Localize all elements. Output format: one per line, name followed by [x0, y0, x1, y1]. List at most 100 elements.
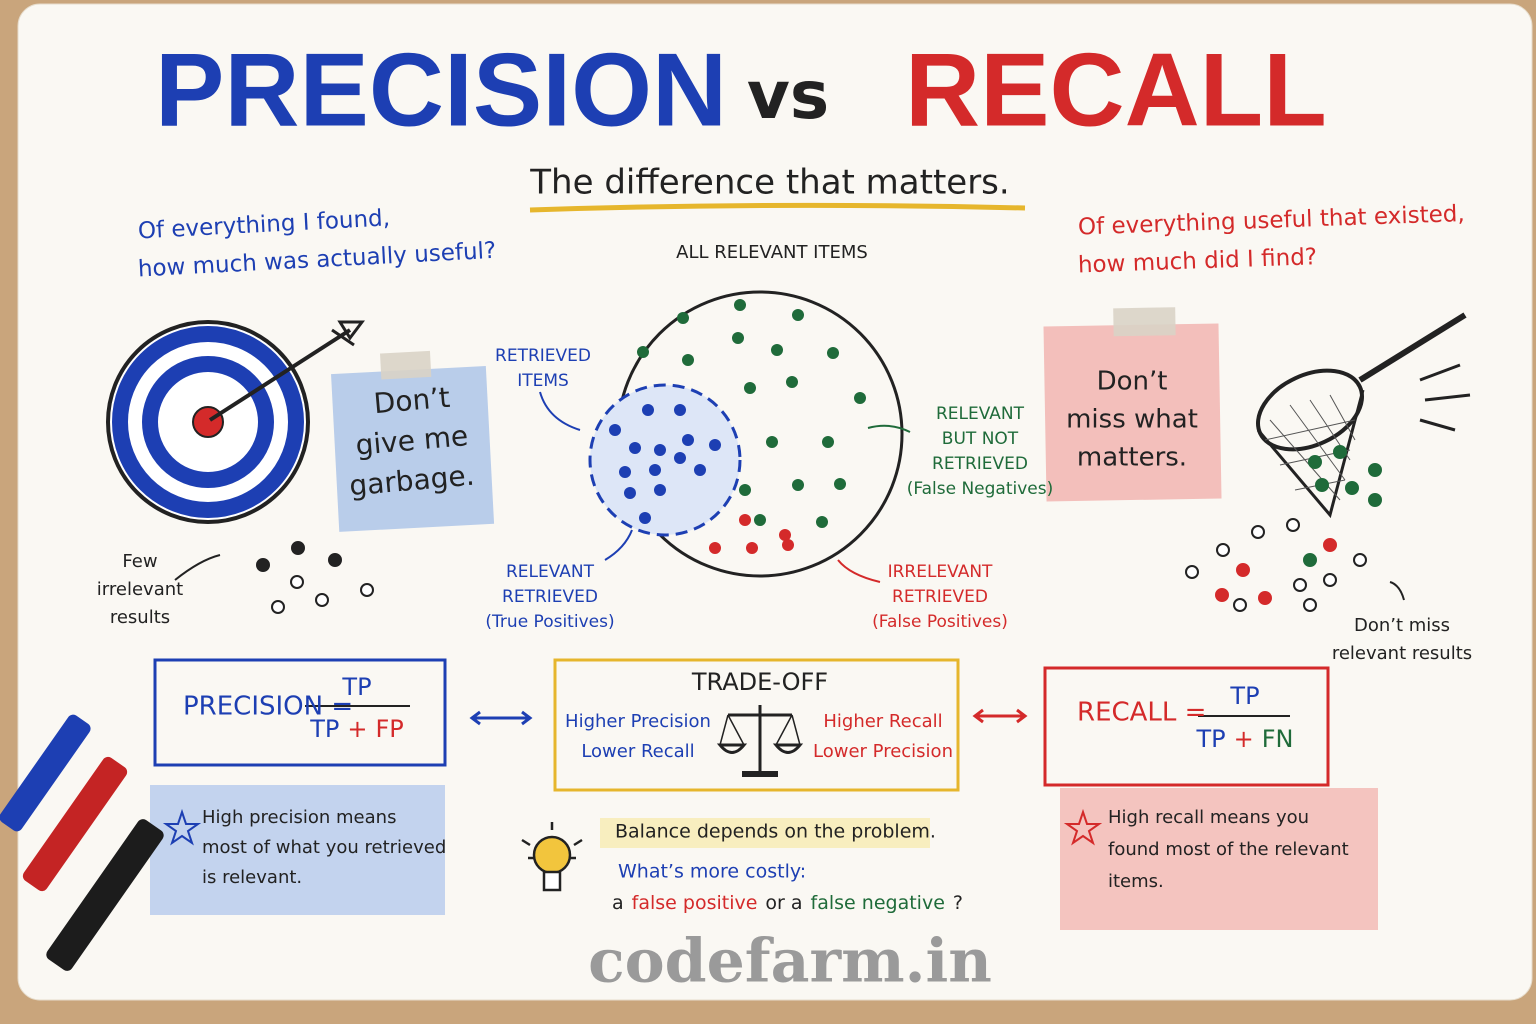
caption: relevant results [1332, 643, 1472, 664]
balance-text: Balance depends on the problem. [615, 821, 936, 843]
item-dot [1345, 481, 1359, 495]
note-blue [150, 785, 445, 915]
item-dot [1333, 445, 1347, 459]
item-dot [1251, 525, 1265, 539]
markers [0, 714, 164, 971]
text-part: + [1234, 725, 1254, 753]
note-text: items. [1108, 871, 1164, 892]
item-dot [624, 487, 636, 499]
text-part: + [347, 715, 367, 743]
item-dot [739, 514, 751, 526]
diagram-label: RETRIEVED [495, 346, 591, 366]
diagram-label: RELEVANT [936, 404, 1025, 424]
item-dot [744, 382, 756, 394]
item-dot [1303, 598, 1317, 612]
item-dot [1368, 493, 1382, 507]
item-dot [639, 512, 651, 524]
item-dot [629, 442, 641, 454]
item-dot [1185, 565, 1199, 579]
caption: results [110, 607, 170, 628]
item-dot [1236, 563, 1250, 577]
title: vs [747, 57, 829, 134]
item-dot [1233, 598, 1247, 612]
item-dot [619, 466, 631, 478]
text-part: FP [375, 715, 403, 743]
item-dot [1286, 518, 1300, 532]
item-dot [315, 593, 329, 607]
item-dot [709, 439, 721, 451]
item-dot [786, 376, 798, 388]
diagram-title: ALL RELEVANT ITEMS [676, 242, 868, 263]
item-dot [674, 452, 686, 464]
balance-text: a false positive or a false negative? [612, 892, 963, 914]
item-dot [1293, 578, 1307, 592]
trade-off-text: Lower Recall [581, 741, 694, 762]
arrow [604, 529, 633, 561]
item-dot [739, 484, 751, 496]
item-dot [834, 478, 846, 490]
subtitle: The difference that matters. [529, 163, 1009, 203]
item-dot [771, 344, 783, 356]
item-dot [654, 484, 666, 496]
sticky-text: miss what [1066, 405, 1198, 435]
diagram-label: (True Positives) [485, 612, 614, 632]
item-dot [792, 309, 804, 321]
item-dot [682, 434, 694, 446]
item-dot [256, 558, 270, 572]
arrow [469, 710, 533, 726]
arrow [174, 554, 221, 581]
item-dot [1368, 463, 1382, 477]
sticky-note-pink [1043, 307, 1222, 502]
text-part: FN [1262, 725, 1294, 753]
item-dot [1323, 573, 1337, 587]
sticky-note-blue [331, 350, 495, 532]
star [162, 808, 202, 846]
recall-box [1043, 666, 1330, 787]
underline [529, 202, 1026, 213]
text-part: or a [765, 892, 802, 914]
diagram-label: RETRIEVED [932, 454, 1028, 474]
note-text: High recall means you [1108, 807, 1309, 828]
item-dot [746, 542, 758, 554]
arrow [539, 391, 581, 431]
formula-term: TP [1229, 682, 1259, 710]
caption: Few [122, 551, 157, 572]
item-dot [779, 529, 791, 541]
diagram-label: (False Negatives) [907, 479, 1054, 499]
note-pink [1060, 788, 1378, 930]
retrieved-circle [588, 383, 742, 537]
sticky-text: Don’t [372, 381, 451, 421]
note-text: is relevant. [202, 867, 302, 888]
note-text: High precision means [202, 807, 396, 828]
diagram-label: (False Positives) [872, 612, 1008, 632]
caption: Don’t miss [1354, 615, 1450, 636]
trade-off-text: Higher Recall [823, 711, 942, 732]
trade-off-text: Higher Precision [565, 711, 711, 732]
item-dot [694, 464, 706, 476]
sticky-text: matters. [1077, 443, 1187, 473]
arrow [867, 424, 911, 433]
diagram-label: RETRIEVED [502, 587, 598, 607]
item-dot [754, 514, 766, 526]
item-dot [654, 444, 666, 456]
title: PRECISION [155, 32, 727, 148]
scale-icon [716, 705, 804, 777]
item-dot [360, 583, 374, 597]
trade-off-title: TRADE-OFF [691, 668, 828, 696]
item-dot [732, 332, 744, 344]
item-dot [709, 542, 721, 554]
diagram-label: ITEMS [517, 371, 569, 391]
text-part: ? [953, 892, 963, 914]
note-text: found most of the relevant [1108, 839, 1349, 860]
formula-term: TP + FP [309, 715, 404, 743]
item-dot [766, 436, 778, 448]
formula-label: PRECISION = [183, 692, 353, 722]
item-dot [854, 392, 866, 404]
item-dot [1215, 588, 1229, 602]
item-dot [674, 404, 686, 416]
item-dot [1258, 591, 1272, 605]
formula-term: TP + FN [1195, 725, 1293, 753]
item-dot [271, 600, 285, 614]
text-part: TP [1195, 725, 1225, 753]
